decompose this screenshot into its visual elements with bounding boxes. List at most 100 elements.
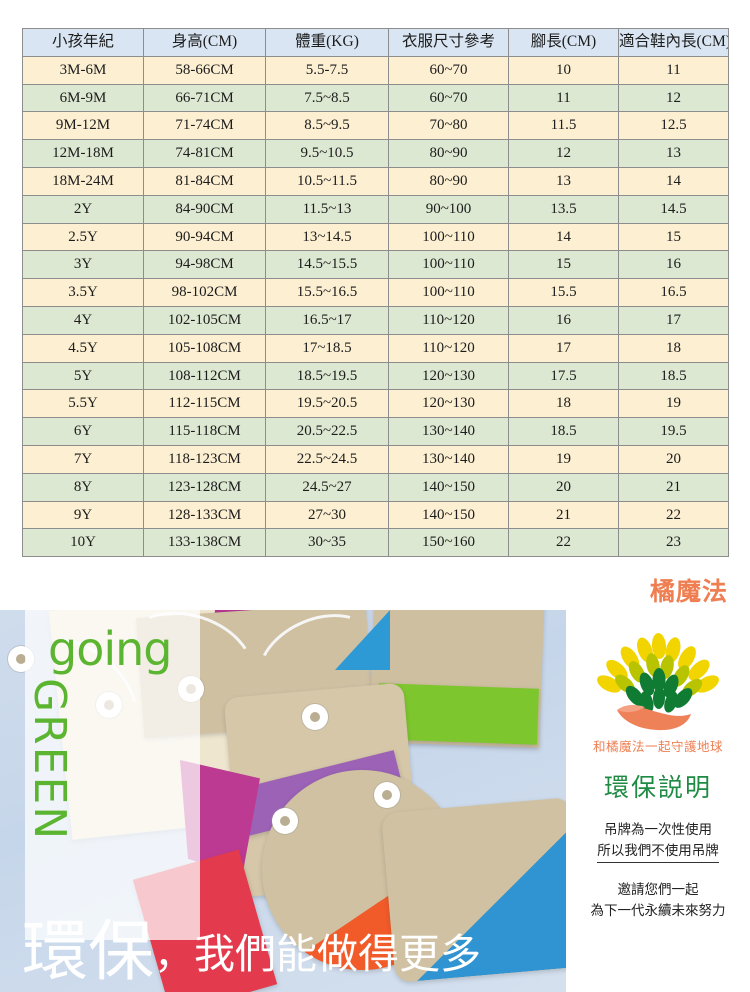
table-row: 5Y 108-112CM 18.5~19.5 120~130 17.5 18.5 [22, 361, 729, 391]
photo-white-overlay [25, 610, 200, 940]
cell-height: 98-102CM [143, 278, 266, 307]
eco-note-line-1: 吊牌為一次性使用 [604, 822, 712, 838]
table-row: 9Y 128-133CM 27~30 140~150 21 22 [22, 500, 729, 530]
cell-foot-length: 13 [508, 166, 619, 196]
table-row: 4.5Y 105-108CM 17~18.5 110~120 17 18 [22, 333, 729, 363]
eco-heading: 環保説明 [603, 773, 712, 802]
cell-age: 8Y [22, 472, 144, 502]
cell-foot-length: 18 [508, 389, 619, 419]
paper-tags-photo: going GREEN 環保，我們能做得更多 [0, 610, 566, 992]
cell-foot-length: 11 [508, 83, 619, 113]
cell-weight: 18.5~19.5 [265, 361, 389, 391]
tag-hole [374, 782, 400, 808]
cell-shoe-inner: 20 [618, 444, 729, 474]
cell-height: 108-112CM [143, 361, 266, 391]
cell-shoe-inner: 14 [618, 166, 729, 196]
cell-age: 9Y [22, 500, 144, 530]
cell-age: 3Y [22, 250, 144, 280]
cell-weight: 5.5-7.5 [265, 55, 389, 85]
column-header-height: 身高(CM) [143, 28, 266, 57]
cell-height: 123-128CM [143, 472, 266, 502]
cell-shoe-inner: 11 [618, 55, 729, 85]
cell-shoe-inner: 16.5 [618, 278, 729, 307]
cell-foot-length: 12 [508, 139, 619, 168]
cell-age: 12M-18M [22, 139, 144, 168]
eco-note-block-1: 吊牌為一次性使用 所以我們不使用吊牌 [566, 820, 750, 863]
eco-note2-line-1: 邀請您們一起 [617, 881, 699, 898]
cell-clothing: 100~110 [388, 250, 509, 280]
cell-weight: 16.5~17 [265, 305, 389, 335]
cell-clothing: 140~150 [388, 472, 509, 502]
table-row: 6M-9M 66-71CM 7.5~8.5 60~70 11 12 [22, 83, 729, 113]
cell-shoe-inner: 13 [618, 139, 729, 168]
cell-age: 4.5Y [22, 333, 144, 363]
cell-height: 94-98CM [143, 250, 266, 280]
cell-foot-length: 17.5 [508, 361, 619, 391]
cell-weight: 17~18.5 [265, 333, 389, 363]
cell-foot-length: 13.5 [508, 194, 619, 224]
cell-clothing: 80~90 [388, 166, 509, 196]
cell-age: 5.5Y [22, 389, 144, 419]
cell-foot-length: 19 [508, 444, 619, 474]
cell-shoe-inner: 12.5 [618, 111, 729, 141]
cell-clothing: 110~120 [388, 333, 509, 363]
cell-weight: 22.5~24.5 [265, 444, 389, 474]
tree-hand-logo-icon [597, 633, 719, 731]
cell-weight: 20.5~22.5 [265, 417, 389, 446]
cell-foot-length: 16 [508, 305, 619, 335]
cell-weight: 14.5~15.5 [265, 250, 389, 280]
cell-weight: 24.5~27 [265, 472, 389, 502]
cell-shoe-inner: 16 [618, 250, 729, 280]
column-header-clothing: 衣服尺寸參考 [388, 28, 509, 57]
cell-shoe-inner: 12 [618, 83, 729, 113]
cell-height: 90-94CM [143, 222, 266, 252]
cell-age: 7Y [22, 444, 144, 474]
size-chart-table: 小孩年紀 身高(CM) 體重(KG) 衣服尺寸參考 腳長(CM) 適合鞋內長(C… [22, 28, 729, 558]
cell-clothing: 120~130 [388, 361, 509, 391]
table-row: 9M-12M 71-74CM 8.5~9.5 70~80 11.5 12.5 [22, 111, 729, 141]
cell-shoe-inner: 22 [618, 500, 729, 530]
cell-height: 105-108CM [143, 333, 266, 363]
cell-height: 66-71CM [143, 83, 266, 113]
cell-height: 118-123CM [143, 444, 266, 474]
table-row: 5.5Y 112-115CM 19.5~20.5 120~130 18 19 [22, 389, 729, 419]
green-text: GREEN [23, 678, 75, 842]
tag-hole [302, 704, 328, 730]
brand-name: 橘魔法 [649, 579, 728, 606]
cell-age: 3M-6M [22, 55, 144, 85]
cell-foot-length: 11.5 [508, 111, 619, 141]
cell-height: 128-133CM [143, 500, 266, 530]
cell-shoe-inner: 18.5 [618, 361, 729, 391]
table-body: 3M-6M 58-66CM 5.5-7.5 60~70 10 11 6M-9M 66-71CM… [22, 55, 729, 558]
cell-clothing: 80~90 [388, 139, 509, 168]
column-header-foot-length: 腳長(CM) [508, 28, 619, 57]
cell-age: 4Y [22, 305, 144, 335]
table-header-row: 小孩年紀 身高(CM) 體重(KG) 衣服尺寸參考 腳長(CM) 適合鞋內長(C… [22, 28, 729, 57]
eco-note-block-2: 邀請您們一起 為下一代永續未來努力 [566, 880, 750, 922]
column-header-weight: 體重(KG) [265, 28, 389, 57]
table-row: 6Y 115-118CM 20.5~22.5 130~140 18.5 19.5 [22, 417, 729, 446]
table-header: 小孩年紀 身高(CM) 體重(KG) 衣服尺寸參考 腳長(CM) 適合鞋內長(C… [22, 28, 729, 57]
eco-slogan-main: 環保 [22, 913, 154, 990]
cell-clothing: 140~150 [388, 500, 509, 530]
cell-clothing: 60~70 [388, 55, 509, 85]
cell-weight: 9.5~10.5 [265, 139, 389, 168]
table-row: 2Y 84-90CM 11.5~13 90~100 13.5 14.5 [22, 194, 729, 224]
cell-age: 9M-12M [22, 111, 144, 141]
cell-clothing: 130~140 [388, 417, 509, 446]
cell-age: 3.5Y [22, 278, 144, 307]
cell-foot-length: 10 [508, 55, 619, 85]
cell-shoe-inner: 23 [618, 528, 729, 558]
cell-clothing: 100~110 [388, 278, 509, 307]
cell-foot-length: 21 [508, 500, 619, 530]
table-row: 3Y 94-98CM 14.5~15.5 100~110 15 16 [22, 250, 729, 280]
cell-weight: 30~35 [265, 528, 389, 558]
column-header-age: 小孩年紀 [22, 28, 144, 57]
cell-foot-length: 22 [508, 528, 619, 558]
eco-banner: going GREEN 環保，我們能做得更多 [0, 610, 750, 992]
table-row: 7Y 118-123CM 22.5~24.5 130~140 19 20 [22, 444, 729, 474]
cell-weight: 19.5~20.5 [265, 389, 389, 419]
tag-hole [272, 808, 298, 834]
size-chart-table-container: 小孩年紀 身高(CM) 體重(KG) 衣服尺寸參考 腳長(CM) 適合鞋內長(C… [22, 28, 729, 558]
cell-height: 102-105CM [143, 305, 266, 335]
